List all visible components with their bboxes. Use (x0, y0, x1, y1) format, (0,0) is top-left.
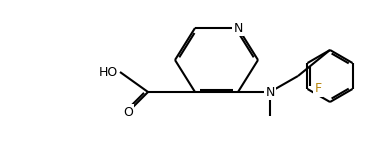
Text: F: F (314, 82, 322, 96)
Text: O: O (123, 106, 133, 118)
Text: N: N (265, 86, 275, 98)
Text: HO: HO (99, 66, 118, 78)
Text: N: N (233, 21, 243, 35)
